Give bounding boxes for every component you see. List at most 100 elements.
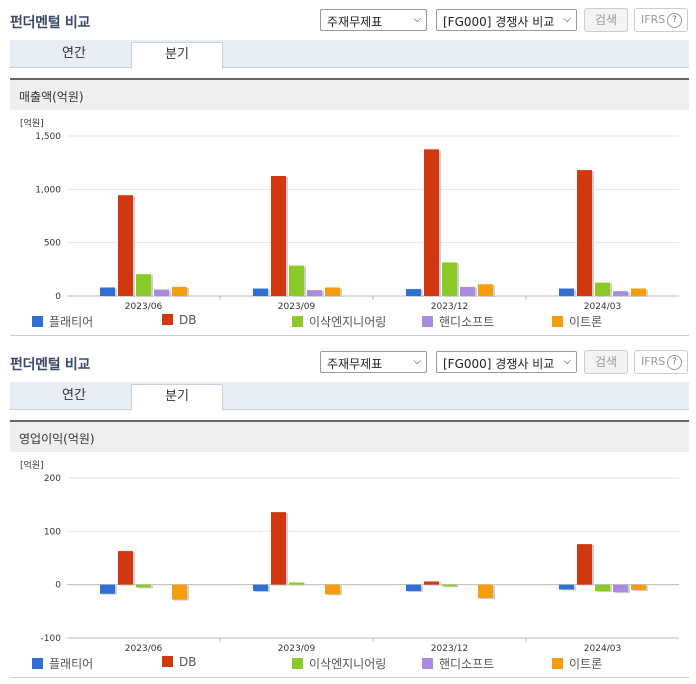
section-bar: 영업이익(억원): [10, 420, 689, 452]
legend-label: 플래티어: [49, 657, 94, 671]
legend-swatch: [552, 658, 563, 669]
legend-item: 이삭엔지니어링: [292, 655, 386, 672]
legend-item: 이트론: [552, 655, 602, 672]
legend-label: 이삭엔지니어링: [309, 657, 387, 671]
bar: [595, 282, 610, 296]
legend-swatch: [162, 314, 173, 325]
bar: [442, 584, 457, 587]
bar: [478, 284, 493, 296]
x-tick-label: 2023/06: [125, 644, 163, 652]
bar: [100, 287, 115, 296]
bar: [136, 584, 151, 588]
statement-select[interactable]: 주재무제표 ⌵: [320, 351, 427, 373]
bar: [100, 584, 115, 594]
bar: [136, 274, 151, 296]
y-tick-label: 1,000: [35, 185, 61, 195]
panel-operating-profit: 펀더멘털 비교 주재무제표 ⌵ [FG000] 경쟁사 비교 ⌵ 검색 IFRS…: [0, 342, 696, 684]
panel-title: 펀더멘털 비교: [10, 357, 91, 373]
bar: [406, 584, 421, 592]
bar: [577, 170, 592, 296]
bar: [424, 581, 439, 585]
chevron-down-icon: ⌵: [413, 356, 421, 367]
panel-header: 펀더멘털 비교 주재무제표 ⌵ [FG000] 경쟁사 비교 ⌵ 검색 IFRS…: [0, 0, 696, 40]
ifrs-button[interactable]: IFRS ?: [634, 350, 688, 374]
revenue-chart: [억원] 0 500 1,000 1,500 2023/06 2023/09 2023/12 2…: [20, 117, 679, 310]
bar: [172, 286, 187, 296]
peer-select[interactable]: [FG000] 경쟁사 비교 ⌵: [436, 351, 577, 373]
legend-item: DB: [162, 655, 196, 669]
bar: [406, 289, 421, 296]
bar-shadow: [444, 585, 459, 588]
legend-label: 핸디소프트: [439, 315, 495, 329]
bar: [613, 291, 628, 296]
bar: [325, 584, 340, 595]
bar: [478, 584, 493, 598]
legend-label: 핸디소프트: [439, 657, 495, 671]
bar: [271, 512, 286, 585]
legend-swatch: [422, 658, 433, 669]
legend-label: DB: [179, 655, 197, 669]
bar: [631, 584, 646, 590]
search-button[interactable]: 검색: [584, 350, 628, 374]
bar: [559, 584, 574, 590]
bar: [289, 265, 304, 296]
bar: [424, 149, 439, 296]
bar: [577, 544, 592, 585]
panel-header: 펀더멘털 비교 주재무제표 ⌵ [FG000] 경쟁사 비교 ⌵ 검색 IFRS…: [0, 342, 696, 382]
ifrs-button[interactable]: IFRS ?: [634, 8, 688, 32]
period-tabs: 연간 분기: [10, 40, 689, 69]
legend-swatch: [292, 316, 303, 327]
y-tick-label: 0: [55, 581, 61, 591]
chevron-down-icon: ⌵: [413, 14, 421, 25]
chart-legend: 플래티어 DB 이삭엔지니어링 핸디소프트 이트론: [10, 310, 689, 332]
y-tick-label: 500: [44, 239, 61, 249]
legend-swatch: [32, 316, 43, 327]
tab-quarterly[interactable]: 분기: [131, 384, 223, 411]
chart-legend: 플래티어 DB 이삭엔지니어링 핸디소프트 이트론: [10, 652, 689, 674]
bar: [154, 289, 169, 296]
legend-label: 이트론: [569, 657, 603, 671]
panel-revenue: 펀더멘털 비교 주재무제표 ⌵ [FG000] 경쟁사 비교 ⌵ 검색 IFRS…: [0, 0, 696, 336]
legend-item: 핸디소프트: [422, 313, 494, 330]
bar: [559, 288, 574, 296]
x-tick-label: 2023/09: [278, 644, 316, 652]
bar: [172, 584, 187, 600]
section-title: 영업이익(억원): [19, 432, 95, 446]
legend-item: 이삭엔지니어링: [292, 313, 386, 330]
period-tabs: 연간 분기: [10, 382, 689, 411]
bar: [118, 551, 133, 585]
tab-annual[interactable]: 연간: [62, 46, 86, 61]
legend-swatch: [162, 656, 173, 667]
tab-quarterly[interactable]: 분기: [131, 42, 223, 69]
peer-select-value: [FG000] 경쟁사 비교: [443, 357, 555, 371]
legend-item: DB: [162, 313, 196, 327]
x-tick-label: 2024/03: [584, 302, 621, 310]
operating-profit-chart: [억원] -100 0 100 200 2023/06 2023/09 2023/12 2024…: [20, 459, 679, 652]
ifrs-label: IFRS: [641, 13, 666, 26]
y-tick-label: 1,500: [35, 132, 61, 142]
legend-label: 이트론: [569, 315, 603, 329]
divider: [10, 677, 689, 678]
legend-swatch: [552, 316, 563, 327]
search-button[interactable]: 검색: [584, 8, 628, 32]
tab-annual[interactable]: 연간: [62, 388, 86, 403]
bar: [595, 584, 610, 592]
statement-select[interactable]: 주재무제표 ⌵: [320, 9, 427, 31]
chevron-down-icon: ⌵: [563, 356, 571, 367]
legend-swatch: [292, 658, 303, 669]
y-tick-label: 200: [44, 474, 61, 484]
y-tick-label: 0: [55, 292, 61, 302]
x-tick-label: 2023/09: [278, 302, 316, 310]
x-tick-label: 2023/12: [431, 644, 468, 652]
bar: [460, 286, 475, 296]
x-tick-label: 2024/03: [584, 644, 621, 652]
x-tick-label: 2023/06: [125, 302, 163, 310]
peer-select[interactable]: [FG000] 경쟁사 비교 ⌵: [436, 9, 577, 31]
bar: [289, 582, 304, 585]
section-bar: 매출액(억원): [10, 78, 689, 110]
bar: [118, 195, 133, 296]
legend-label: DB: [179, 313, 197, 327]
legend-item: 플래티어: [32, 313, 93, 330]
x-tick-label: 2023/12: [431, 302, 468, 310]
divider: [10, 335, 689, 336]
